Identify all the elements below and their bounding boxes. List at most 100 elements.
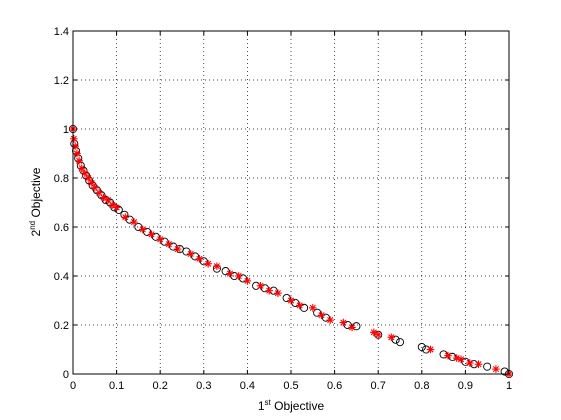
star-marker xyxy=(91,184,99,192)
x-axis-label-rest: Objective xyxy=(271,399,325,413)
circle-marker xyxy=(300,303,309,312)
circle-marker xyxy=(114,205,123,214)
star-marker xyxy=(75,157,83,165)
y-axis-label-base: 2 xyxy=(29,229,43,236)
circle-marker xyxy=(92,186,102,195)
star-marker xyxy=(73,149,81,158)
star-marker xyxy=(457,355,465,364)
x-tick-label: 1 xyxy=(506,380,512,392)
x-tick-label: 0.2 xyxy=(153,380,168,392)
star-marker xyxy=(309,304,317,312)
y-tick-label: 0.8 xyxy=(54,173,69,185)
y-axis-label: 2nd Objective xyxy=(28,167,43,236)
star-marker xyxy=(474,360,483,368)
circle-marker xyxy=(125,215,134,224)
y-tick-label: 0 xyxy=(63,369,69,381)
star-marker xyxy=(295,301,304,310)
x-tick-label: 0.6 xyxy=(327,380,342,392)
circle-marker xyxy=(500,367,509,376)
circle-marker xyxy=(321,313,330,322)
star-marker xyxy=(387,333,396,342)
star-marker xyxy=(317,311,326,319)
star-marker xyxy=(104,196,112,204)
y-tick-label: 0.6 xyxy=(54,222,69,234)
star-marker xyxy=(348,323,356,332)
circle-marker xyxy=(238,274,248,283)
star-marker xyxy=(195,255,204,263)
circle-marker xyxy=(182,247,191,256)
star-marker xyxy=(138,225,147,234)
star-marker xyxy=(444,351,452,360)
star-marker xyxy=(147,230,156,239)
circle-marker xyxy=(483,362,492,371)
plot-frame xyxy=(72,30,510,375)
circle-marker xyxy=(391,335,400,344)
circle-marker xyxy=(343,320,352,330)
circle-marker xyxy=(417,342,426,352)
circle-marker xyxy=(134,222,143,232)
axis-ticks: 0 0.1 0.2 0.3 0.4 0.5 0.6 0.7 0.8 0.9 1 0 0.2 0.4 0.6 0… xyxy=(54,26,512,392)
x-tick-label: 0 xyxy=(70,380,76,392)
x-tick-label: 0.4 xyxy=(240,380,255,392)
star-marker xyxy=(465,359,474,367)
star-marker xyxy=(95,188,103,197)
circle-marker xyxy=(191,252,200,261)
x-tick-label: 0.8 xyxy=(414,380,429,392)
star-marker xyxy=(87,179,96,187)
x-tick-label: 0.7 xyxy=(371,380,386,392)
star-marker xyxy=(186,250,195,258)
x-tick-label: 0.9 xyxy=(458,380,473,392)
star-marker xyxy=(121,213,130,221)
x-tick-label: 0.3 xyxy=(196,380,211,392)
star-marker xyxy=(213,262,221,270)
circle-marker xyxy=(97,191,106,200)
circle-marker xyxy=(395,338,405,347)
star-marker xyxy=(326,316,335,324)
x-tick-label: 0.1 xyxy=(109,380,124,392)
star-marker xyxy=(339,318,348,327)
star-marker xyxy=(226,269,234,278)
star-marker xyxy=(492,365,500,373)
x-axis-label: 1st Objective xyxy=(258,398,325,413)
plot-background xyxy=(73,31,509,374)
circle-marker xyxy=(106,198,115,207)
y-tick-label: 1.2 xyxy=(54,75,69,87)
star-marker xyxy=(204,259,212,268)
y-tick-label: 1.4 xyxy=(54,26,69,38)
star-marker xyxy=(77,164,86,172)
star-marker xyxy=(84,174,93,182)
star-marker xyxy=(265,286,273,295)
x-tick-label: 0.5 xyxy=(283,380,298,392)
y-axis-label-rest: Objective xyxy=(29,167,43,221)
circle-marker xyxy=(160,237,169,246)
circle-marker xyxy=(221,267,230,276)
star-marker xyxy=(256,282,265,290)
star-marker xyxy=(156,235,164,244)
star-marker xyxy=(130,218,138,226)
circle-marker xyxy=(143,227,152,236)
circle-marker xyxy=(260,284,269,293)
star-marker xyxy=(70,135,78,143)
star-marker xyxy=(274,289,282,297)
x-axis-label-sup: st xyxy=(265,398,272,407)
circle-marker xyxy=(291,298,300,308)
star-marker xyxy=(243,277,252,285)
x-axis-label-base: 1 xyxy=(258,399,265,413)
circle-marker xyxy=(313,308,322,317)
y-tick-label: 1 xyxy=(63,124,69,136)
star-marker xyxy=(112,203,121,212)
star-marker xyxy=(234,272,243,280)
circle-marker xyxy=(282,293,291,303)
circle-marker xyxy=(199,257,208,266)
y-axis-label-sup: nd xyxy=(28,221,37,230)
star-marker xyxy=(80,169,89,177)
star-marker xyxy=(374,331,382,339)
circle-marker xyxy=(151,232,160,241)
star-marker xyxy=(287,296,295,305)
y-tick-label: 0.2 xyxy=(54,320,69,332)
star-marker xyxy=(165,240,173,248)
star-marker xyxy=(426,345,435,354)
y-tick-label: 0.4 xyxy=(54,271,69,283)
star-marker xyxy=(173,245,182,253)
